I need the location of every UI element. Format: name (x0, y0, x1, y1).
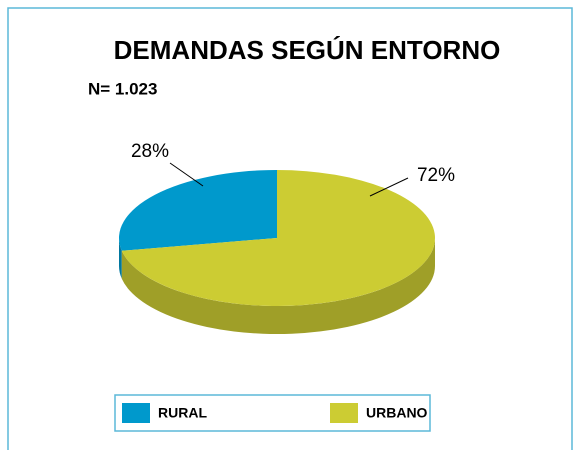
chart-title: DEMANDAS SEGÚN ENTORNO (114, 35, 501, 65)
data-label: 72% (417, 165, 455, 186)
leader-line (169, 162, 204, 187)
legend-items: RURAL URBANO (122, 403, 428, 423)
slice-side (121, 238, 435, 334)
legend-swatch (122, 403, 150, 423)
chart-subtitle: N= 1.023 (88, 79, 157, 98)
legend-label: RURAL (158, 405, 207, 421)
pie (118, 170, 435, 334)
legend-label: URBANO (366, 405, 428, 421)
slice (121, 170, 435, 306)
slice (118, 170, 277, 251)
leader-line (369, 177, 409, 197)
frame (7, 7, 573, 450)
data-label: 28% (131, 141, 169, 162)
legend (114, 394, 431, 432)
slice-side (119, 238, 122, 279)
legend-swatch (330, 403, 358, 423)
